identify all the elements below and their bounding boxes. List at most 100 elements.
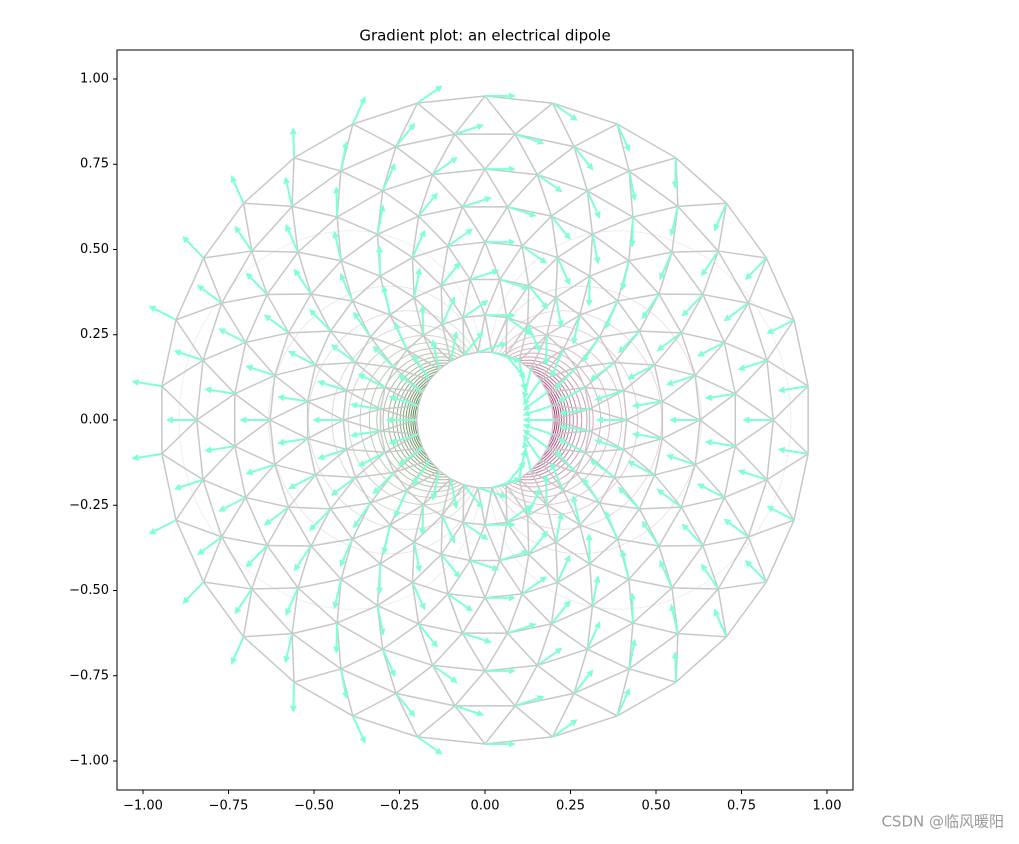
mesh-edge xyxy=(251,205,293,252)
arrow-shaft xyxy=(462,521,484,537)
arrow-shaft xyxy=(622,330,641,349)
arrow-head xyxy=(559,409,567,417)
mesh-edge xyxy=(772,385,809,421)
mesh-edge xyxy=(340,668,397,695)
mesh-edge xyxy=(573,146,589,192)
arrow-shaft xyxy=(631,217,634,241)
arrow-shaft xyxy=(417,623,435,643)
arrow-head xyxy=(131,378,139,386)
mesh-edge xyxy=(202,257,223,304)
mesh-edge xyxy=(411,553,442,583)
arrow-shaft xyxy=(518,455,525,480)
mesh-edge xyxy=(562,489,581,526)
mesh-edge xyxy=(411,257,442,287)
arrow-head xyxy=(594,438,603,446)
arrow-head xyxy=(453,261,461,270)
mesh-edge xyxy=(385,386,423,394)
mesh-edge xyxy=(527,504,548,517)
arrow-shaft xyxy=(507,624,531,635)
arrow-shaft xyxy=(704,250,720,272)
mesh-edge xyxy=(417,623,434,666)
mesh-edge xyxy=(551,419,555,435)
mesh-edge xyxy=(251,588,293,635)
mesh-edge xyxy=(340,260,381,277)
arrow-head xyxy=(766,506,775,513)
mesh-edge xyxy=(440,515,444,555)
arrow-shaft xyxy=(749,564,768,583)
arrow-shaft xyxy=(224,496,247,510)
mesh-edge xyxy=(724,479,768,499)
mesh-edge xyxy=(632,205,679,218)
mesh-edge xyxy=(418,206,463,217)
arrow-head xyxy=(173,483,182,491)
arrow-head xyxy=(593,210,601,219)
mesh-edge xyxy=(671,545,704,589)
mesh-edge xyxy=(336,604,378,624)
arrow-head xyxy=(350,401,358,409)
mesh-edge xyxy=(415,419,419,435)
arrow-head xyxy=(508,311,516,319)
mesh-edge xyxy=(484,560,501,599)
mesh-edge xyxy=(274,332,290,376)
arrow-head xyxy=(289,705,297,713)
mesh-edge xyxy=(536,664,575,694)
arrow-head xyxy=(522,391,529,400)
arrow-head xyxy=(476,123,485,131)
mesh-edge xyxy=(555,542,559,583)
mesh-edge xyxy=(413,284,442,299)
arrow-head xyxy=(656,344,665,352)
arrow-shaft xyxy=(287,587,299,610)
mesh-edge xyxy=(291,633,295,683)
mesh-edge xyxy=(614,474,655,479)
mesh-edge xyxy=(546,504,581,526)
arrow-shaft xyxy=(594,361,616,378)
mesh-edge xyxy=(251,250,299,253)
mesh-edge xyxy=(342,419,348,450)
arrow-shaft xyxy=(661,251,673,275)
mesh-edge xyxy=(340,578,378,607)
mesh-edge xyxy=(579,502,601,526)
y-tick-label: −1.00 xyxy=(69,754,109,769)
arrow-head xyxy=(508,165,516,173)
mesh-edge xyxy=(616,508,641,540)
arrow-shaft xyxy=(440,553,457,574)
arrow-shaft xyxy=(441,302,453,325)
mesh-edge xyxy=(293,123,354,159)
arrow-shaft xyxy=(527,432,549,449)
mesh-edge xyxy=(579,275,591,316)
arrow-head xyxy=(465,228,474,236)
arrow-shaft xyxy=(558,454,577,474)
arrow-shaft xyxy=(441,515,453,538)
arrow-shaft xyxy=(402,446,424,463)
arrow-head xyxy=(448,296,456,305)
mesh-edge xyxy=(221,536,253,590)
arrow-head xyxy=(277,438,285,446)
arrow-head xyxy=(536,695,545,702)
arrow-shaft xyxy=(728,302,749,319)
mesh-edge xyxy=(551,102,575,147)
mesh-edge xyxy=(626,419,663,440)
arrow-head xyxy=(245,364,254,372)
mesh-edge xyxy=(589,234,594,277)
mesh-edge xyxy=(551,693,575,738)
mesh-edge xyxy=(514,133,575,148)
mesh-edge xyxy=(586,622,634,650)
mesh-edge xyxy=(291,587,299,634)
mesh-edge xyxy=(484,206,509,243)
arrow-head xyxy=(378,204,386,212)
arrow-head xyxy=(218,328,227,335)
arrow-head xyxy=(430,640,438,648)
mesh-edge xyxy=(352,715,418,738)
mesh-edge xyxy=(550,623,588,650)
arrow-head xyxy=(713,223,721,232)
arrow-head xyxy=(582,354,590,363)
mesh-edge xyxy=(354,477,372,504)
mesh-edge xyxy=(484,487,493,525)
mesh-edge xyxy=(384,433,419,454)
arrow-head xyxy=(499,341,508,349)
mesh-edge xyxy=(291,170,342,208)
arrow-head xyxy=(196,284,205,292)
arrow-shaft xyxy=(376,210,383,235)
mesh-edge xyxy=(411,216,420,258)
mesh-edge xyxy=(354,336,372,363)
